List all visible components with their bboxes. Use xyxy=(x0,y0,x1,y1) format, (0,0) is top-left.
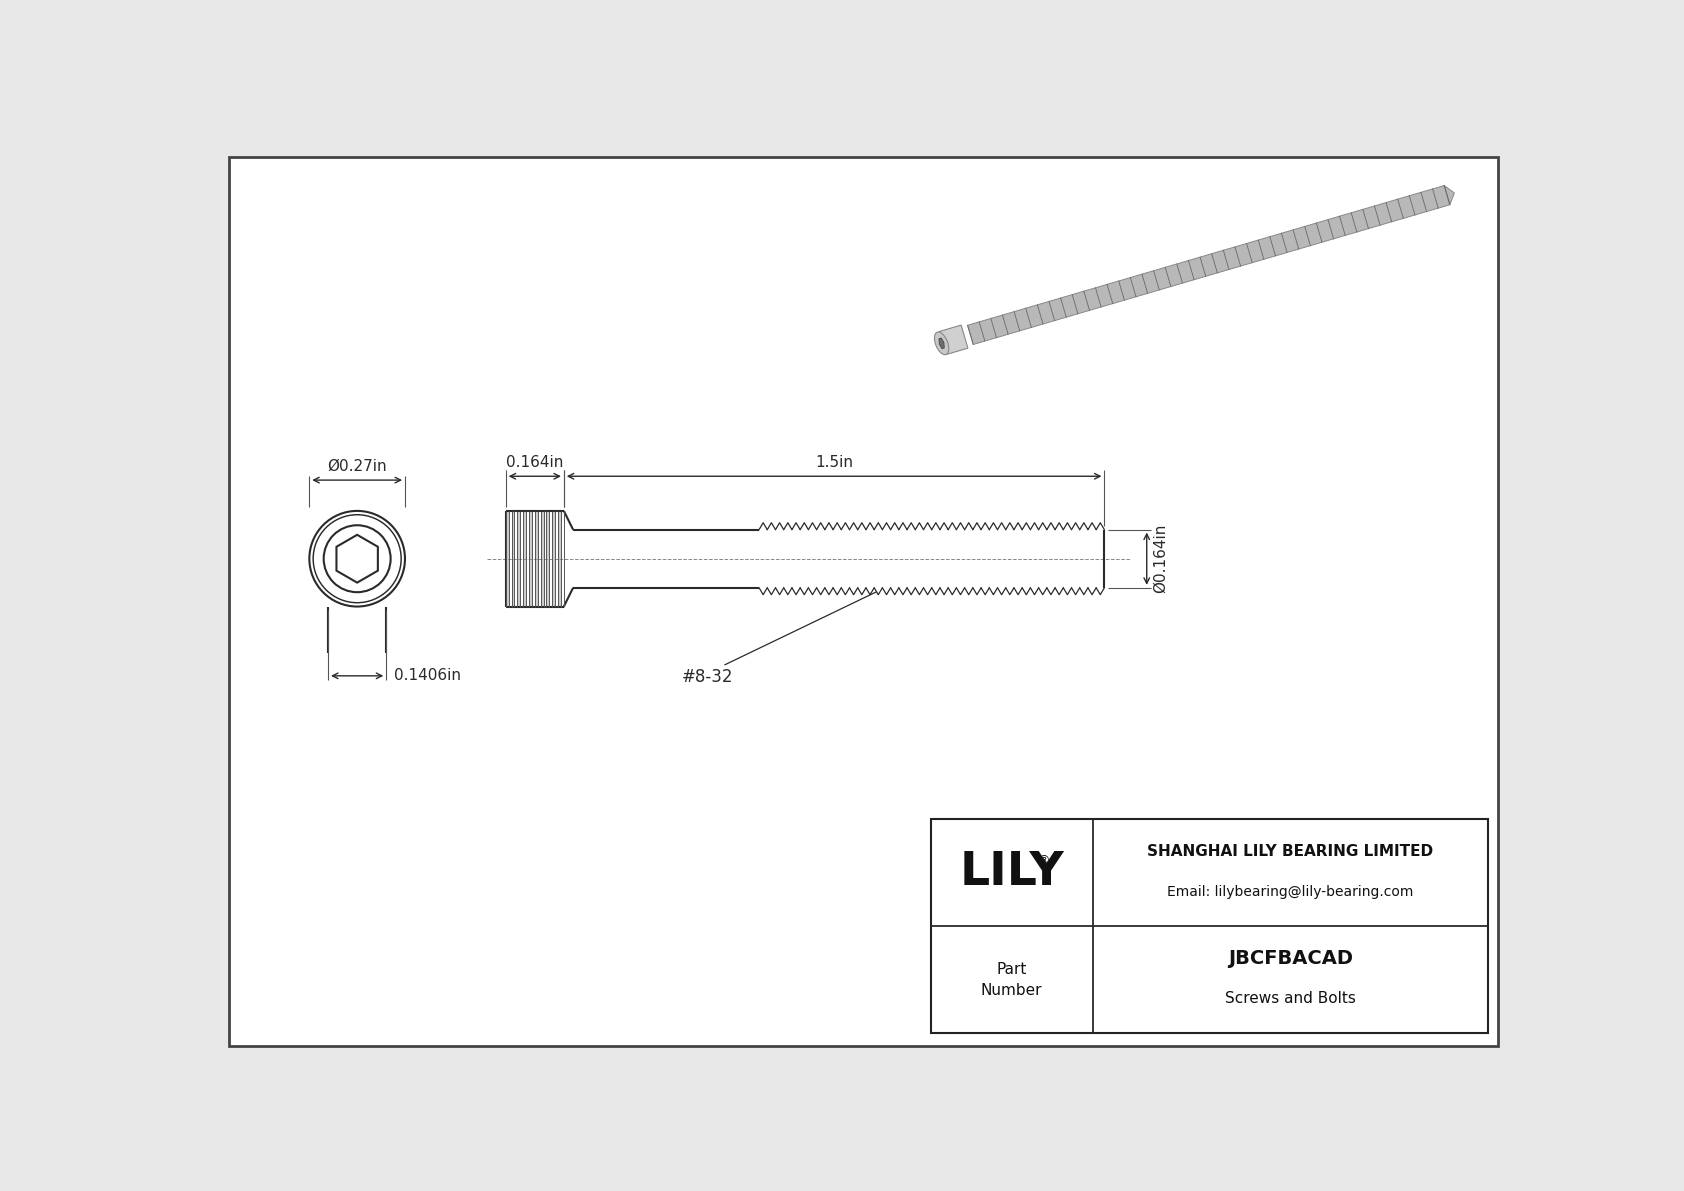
Bar xyxy=(552,511,556,606)
Bar xyxy=(541,511,544,606)
FancyBboxPatch shape xyxy=(229,157,1497,1046)
Polygon shape xyxy=(940,325,968,355)
Bar xyxy=(536,511,537,606)
Polygon shape xyxy=(968,186,1450,344)
Text: 1.5in: 1.5in xyxy=(815,455,854,470)
Text: 0.1406in: 0.1406in xyxy=(394,668,461,684)
Text: Ø0.164in: Ø0.164in xyxy=(1154,524,1169,593)
Bar xyxy=(546,511,549,606)
Text: SHANGHAI LILY BEARING LIMITED: SHANGHAI LILY BEARING LIMITED xyxy=(1147,843,1433,859)
Bar xyxy=(517,511,520,606)
Text: Screws and Bolts: Screws and Bolts xyxy=(1224,991,1356,1006)
Text: Part
Number: Part Number xyxy=(980,961,1042,998)
Text: Ø0.27in: Ø0.27in xyxy=(327,459,387,474)
Text: Email: lilybearing@lily-bearing.com: Email: lilybearing@lily-bearing.com xyxy=(1167,885,1413,899)
Bar xyxy=(557,511,561,606)
Polygon shape xyxy=(940,338,945,349)
Text: 0.164in: 0.164in xyxy=(507,455,564,470)
Ellipse shape xyxy=(935,332,948,355)
Bar xyxy=(524,511,525,606)
Text: JBCFBACAD: JBCFBACAD xyxy=(1228,948,1352,967)
Polygon shape xyxy=(1445,186,1455,205)
Bar xyxy=(529,511,532,606)
Bar xyxy=(512,511,515,606)
Bar xyxy=(505,511,509,606)
Text: ®: ® xyxy=(1037,854,1051,867)
Bar xyxy=(931,819,1489,1033)
Text: #8-32: #8-32 xyxy=(682,668,733,686)
Text: LILY: LILY xyxy=(960,850,1064,894)
